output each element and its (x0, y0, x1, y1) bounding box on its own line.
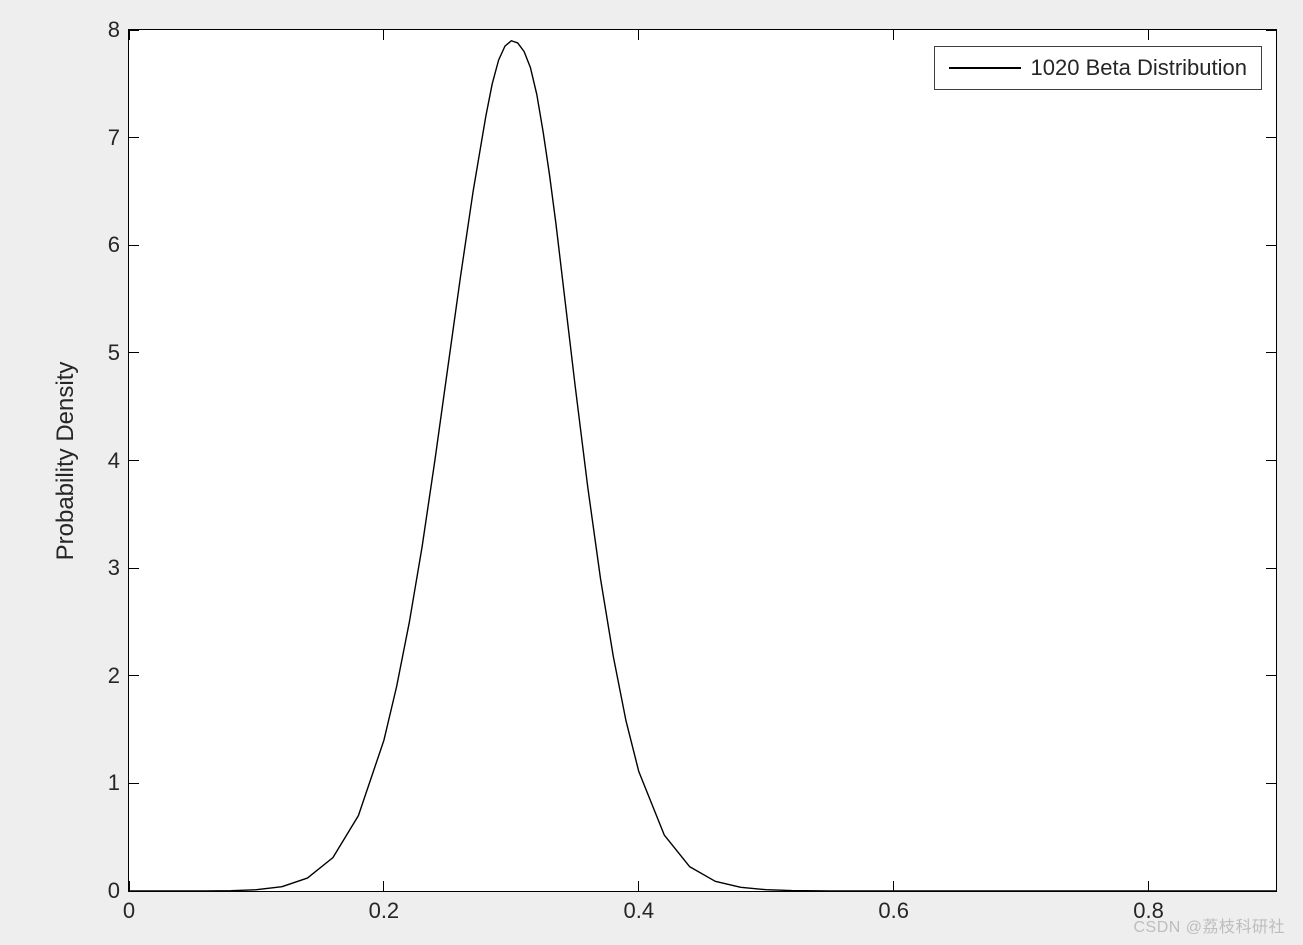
legend-label: 1020 Beta Distribution (1031, 55, 1247, 81)
x-tick-mark-top (638, 30, 639, 40)
y-tick-label: 5 (96, 340, 120, 366)
y-tick-label: 7 (96, 125, 120, 151)
y-tick-mark-right (1266, 460, 1276, 461)
y-tick-mark-right (1266, 352, 1276, 353)
x-tick-mark (383, 881, 384, 891)
y-tick-mark-right (1266, 783, 1276, 784)
x-tick-label: 0 (123, 898, 135, 924)
y-tick-mark-right (1266, 568, 1276, 569)
x-tick-mark (129, 881, 130, 891)
x-tick-label: 0.6 (878, 898, 909, 924)
y-tick-label: 6 (96, 232, 120, 258)
y-tick-mark-right (1266, 675, 1276, 676)
x-tick-mark (638, 881, 639, 891)
watermark-text: CSDN @荔枝科研社 (1133, 913, 1285, 937)
x-tick-mark (893, 881, 894, 891)
y-tick-mark (129, 352, 139, 353)
y-tick-label: 1 (96, 770, 120, 796)
y-tick-label: 4 (96, 448, 120, 474)
y-tick-mark (129, 891, 139, 892)
legend-line-sample (949, 67, 1021, 69)
y-tick-mark-right (1266, 30, 1276, 31)
y-tick-mark-right (1266, 137, 1276, 138)
chart-line (129, 30, 1276, 891)
y-tick-label: 2 (96, 663, 120, 689)
y-tick-mark (129, 137, 139, 138)
y-tick-mark (129, 30, 139, 31)
x-tick-mark-top (129, 30, 130, 40)
y-tick-mark (129, 460, 139, 461)
y-tick-mark-right (1266, 245, 1276, 246)
x-tick-mark-top (893, 30, 894, 40)
x-tick-mark-top (383, 30, 384, 40)
y-tick-label: 8 (96, 17, 120, 43)
x-tick-label: 0.2 (369, 898, 400, 924)
y-tick-mark (129, 783, 139, 784)
y-tick-label: 0 (96, 878, 120, 904)
y-tick-mark (129, 568, 139, 569)
x-tick-mark (1148, 881, 1149, 891)
y-tick-mark (129, 675, 139, 676)
legend-box: 1020 Beta Distribution (934, 46, 1262, 90)
y-tick-mark (129, 245, 139, 246)
figure-container: 1020 Beta Distribution 00.20.40.60.80123… (0, 0, 1303, 945)
x-tick-mark-top (1148, 30, 1149, 40)
plot-area: 1020 Beta Distribution (128, 29, 1277, 892)
y-tick-mark-right (1266, 891, 1276, 892)
x-tick-label: 0.4 (623, 898, 654, 924)
y-tick-label: 3 (96, 555, 120, 581)
y-axis-label: Probability Density (52, 361, 80, 560)
